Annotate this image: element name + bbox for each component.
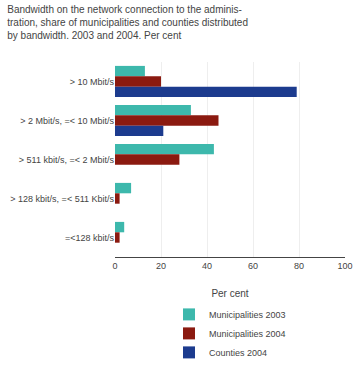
svg-text:Bandwidth on the network conne: Bandwidth on the network connection to t…	[7, 4, 248, 41]
svg-text:80: 80	[294, 261, 304, 271]
svg-text:> 128 kbit/s, =< 511 Kbit/s: > 128 kbit/s, =< 511 Kbit/s	[10, 194, 114, 204]
svg-text:> 10 Mbit/s: > 10 Mbit/s	[70, 77, 115, 87]
svg-text:40: 40	[202, 261, 212, 271]
svg-text:100: 100	[337, 261, 352, 271]
svg-text:> 2 Mbit/s, =< 10 Mbit/s: > 2 Mbit/s, =< 10 Mbit/s	[20, 116, 114, 126]
svg-text:Counties 2004: Counties 2004	[209, 348, 267, 358]
svg-text:0: 0	[112, 261, 117, 271]
svg-text:Municipalities 2004: Municipalities 2004	[209, 329, 286, 339]
svg-text:> 511 kbit/s, =< 2 Mbit/s: > 511 kbit/s, =< 2 Mbit/s	[19, 155, 115, 165]
svg-text:20: 20	[156, 261, 166, 271]
svg-text:60: 60	[248, 261, 258, 271]
svg-text:Per cent: Per cent	[211, 288, 248, 299]
svg-text:=<128 kbit/s: =<128 kbit/s	[65, 233, 115, 243]
svg-text:Municipalities 2003: Municipalities 2003	[209, 310, 286, 320]
